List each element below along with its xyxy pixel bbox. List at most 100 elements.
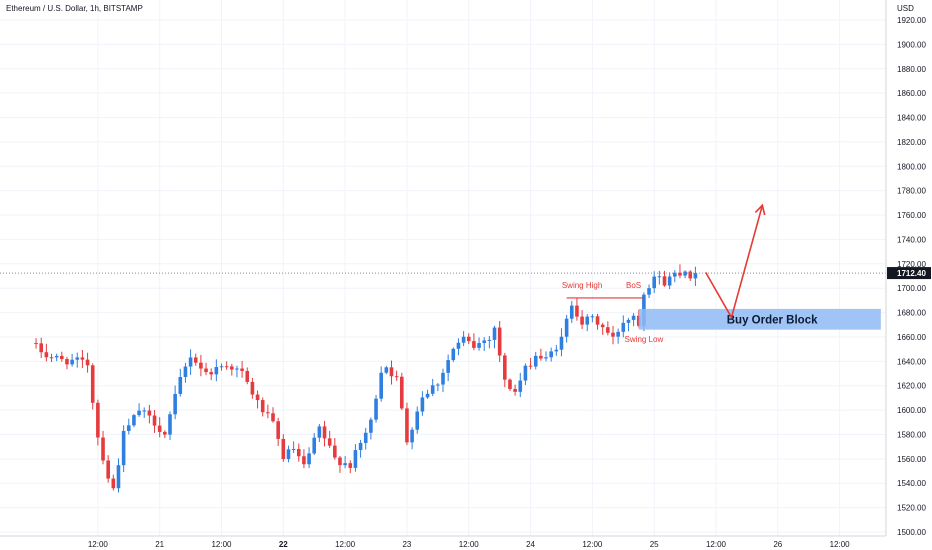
candle-body: [544, 357, 548, 359]
candle-body: [193, 357, 198, 363]
y-tick-label: 1700.00: [897, 284, 926, 293]
y-tick-label: 1720.00: [897, 260, 926, 269]
candle-body: [693, 273, 698, 279]
candle-body: [230, 366, 234, 370]
candle-body: [379, 372, 383, 399]
candle-body: [616, 331, 620, 337]
x-tick-label: 23: [402, 540, 411, 549]
candle-body: [327, 438, 332, 446]
candle-body: [446, 360, 450, 373]
x-tick-label: 12:00: [830, 540, 851, 549]
candle-body: [503, 355, 507, 380]
candle-body: [111, 478, 116, 489]
candle-body: [60, 355, 64, 360]
y-tick-label: 1680.00: [897, 309, 926, 318]
y-tick-label: 1740.00: [897, 235, 926, 244]
candle-body: [188, 357, 193, 367]
candle-body: [441, 372, 445, 385]
x-tick-label: 21: [155, 540, 164, 549]
candles-layer: [34, 264, 698, 493]
bos-label: BoS: [626, 281, 641, 290]
x-tick-label: 12:00: [582, 540, 603, 549]
candle-body: [276, 421, 280, 439]
candle-body: [90, 365, 95, 403]
candle-body: [394, 376, 399, 378]
x-tick-label: 25: [650, 540, 659, 549]
candle-body: [338, 457, 342, 466]
candle-body: [271, 413, 275, 422]
candle-body: [580, 316, 584, 325]
candle-body: [482, 340, 487, 344]
candle-body: [168, 414, 172, 435]
candle-body: [34, 343, 38, 345]
candle-body: [399, 376, 404, 409]
candle-body: [85, 359, 90, 366]
candle-body: [461, 336, 466, 343]
candle-body: [183, 366, 188, 378]
candle-body: [600, 324, 605, 328]
candle-body: [116, 465, 121, 489]
candle-body: [157, 425, 162, 432]
candle-body: [219, 366, 224, 368]
last-price-tag: [887, 267, 931, 280]
candle-body: [569, 305, 574, 319]
grid-layer: [0, 0, 886, 536]
y-tick-label: 1600.00: [897, 406, 926, 415]
currency-label: USD: [897, 4, 914, 13]
candle-body: [472, 341, 476, 348]
candle-body: [147, 410, 152, 416]
candle-body: [65, 359, 69, 365]
y-tick-label: 1800.00: [897, 162, 926, 171]
candle-body: [137, 410, 141, 416]
candle-body: [466, 336, 471, 342]
candle-body: [224, 366, 229, 368]
x-tick-label: 24: [526, 540, 535, 549]
x-tick-label: 12:00: [335, 540, 356, 549]
x-tick-label: 12:00: [459, 540, 480, 549]
y-tick-label: 1880.00: [897, 65, 926, 74]
candle-body: [235, 368, 239, 370]
annotations-layer: Buy Order Block Swing High BoS Swing Low: [0, 203, 886, 344]
candle-body: [405, 408, 409, 443]
candle-body: [533, 355, 538, 367]
candle-body: [152, 415, 157, 426]
candle-body: [163, 431, 167, 435]
projection-arrowhead: [754, 203, 766, 216]
candle-body: [518, 380, 523, 392]
candle-body: [250, 381, 255, 395]
candle-body: [49, 357, 54, 359]
candle-body: [260, 400, 265, 413]
y-tick-label: 1920.00: [897, 16, 926, 25]
y-tick-label: 1840.00: [897, 114, 926, 123]
candle-body: [456, 342, 461, 349]
candle-body: [523, 365, 528, 381]
candle-body: [673, 272, 677, 277]
candle-body: [142, 410, 147, 412]
candle-body: [39, 343, 44, 353]
candle-body: [75, 357, 80, 360]
candle-body: [477, 343, 481, 348]
candle-body: [101, 437, 105, 461]
buy-order-block-zone: [638, 308, 881, 330]
buy-order-block-label: Buy Order Block: [727, 314, 818, 326]
chart-title: Ethereum / U.S. Dollar, 1h, BITSTAMP: [6, 4, 143, 13]
y-tick-label: 1760.00: [897, 211, 926, 220]
candle-body: [497, 327, 502, 356]
candle-body: [528, 365, 533, 367]
candle-body: [425, 393, 430, 398]
candle-body: [564, 318, 569, 337]
candle-body: [554, 349, 559, 352]
candle-body: [415, 411, 420, 430]
candle-body: [384, 367, 389, 373]
candle-body: [126, 425, 131, 431]
candle-body: [291, 448, 296, 450]
candle-body: [590, 316, 595, 318]
candle-body: [652, 276, 656, 289]
candle-body: [575, 305, 579, 317]
candle-body: [688, 271, 693, 279]
y-tick-label: 1580.00: [897, 430, 926, 439]
y-tick-label: 1560.00: [897, 455, 926, 464]
candle-body: [683, 271, 687, 276]
